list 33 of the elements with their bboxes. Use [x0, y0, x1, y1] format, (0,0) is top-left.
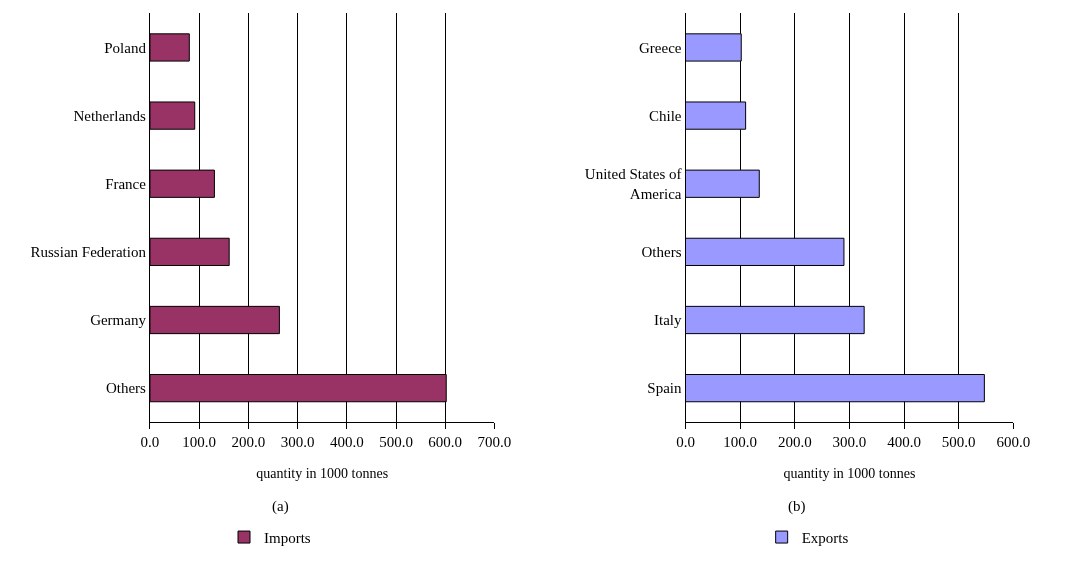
y-tick-label: Russian Federation	[30, 244, 147, 261]
y-tick-label: Others	[641, 244, 682, 261]
x-tick-label: 300.0	[832, 434, 867, 451]
legend-label: Imports	[264, 529, 311, 546]
x-tick-label: 100.0	[723, 434, 758, 451]
x-tick-label: 600.0	[996, 434, 1031, 451]
x-tick-label: 0.0	[140, 434, 160, 451]
x-tick-label: 200.0	[231, 434, 266, 451]
y-tick-label: Spain	[647, 380, 683, 397]
y-tick-label: Poland	[104, 39, 147, 56]
x-axis-title: quantity in 1000 tonnes	[256, 465, 389, 481]
y-tick-label: Germany	[90, 312, 147, 329]
y-tick-label: France	[105, 175, 147, 192]
x-axis-title: quantity in 1000 tonnes	[783, 465, 916, 481]
legend-label: Exports	[801, 529, 849, 546]
x-tick-label: 700.0	[477, 434, 512, 451]
text: (a)	[272, 498, 289, 515]
y-tick-label: Others	[105, 380, 147, 397]
y-tick-label: Netherlands	[73, 107, 147, 124]
y-tick-label: Greece	[639, 39, 682, 56]
y-tick-label: United States of America	[584, 166, 682, 202]
x-tick-label: 600.0	[428, 434, 463, 451]
x-tick-label: 300.0	[280, 434, 315, 451]
x-tick-label: 100.0	[182, 434, 217, 451]
x-tick-label: 500.0	[941, 434, 976, 451]
y-tick-label: Italy	[654, 312, 682, 329]
x-tick-label: 200.0	[777, 434, 812, 451]
x-tick-label: 500.0	[379, 434, 413, 451]
text: (b)	[788, 498, 806, 515]
x-tick-label: 400.0	[887, 434, 921, 451]
x-tick-label: 0.0	[676, 434, 695, 451]
x-tick-label: 400.0	[329, 434, 364, 451]
y-tick-label: Chile	[649, 107, 682, 124]
